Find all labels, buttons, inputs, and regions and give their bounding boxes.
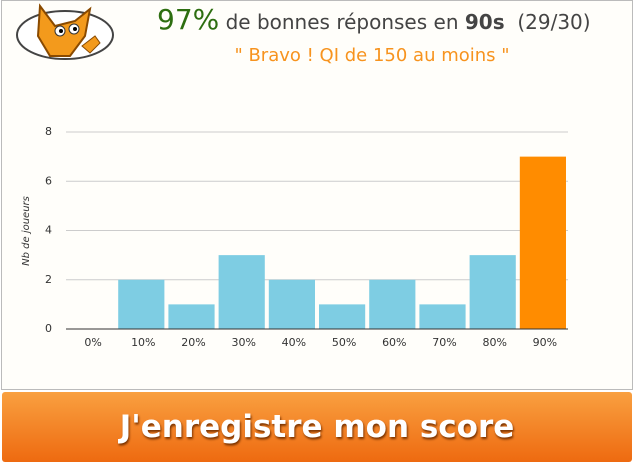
bar [218, 255, 265, 329]
bar [369, 279, 416, 329]
score: 97% [157, 3, 220, 36]
score-line: 97% de bonnes réponses en 90s (29/30) [157, 3, 591, 36]
bar [469, 255, 516, 329]
mascot [16, 3, 114, 60]
x-tick-label: 30% [231, 336, 255, 349]
save-score-button[interactable]: J'enregistre mon score [2, 392, 632, 462]
x-tick-label: 10% [131, 336, 155, 349]
x-tick-label: 70% [432, 336, 456, 349]
x-tick-label: 80% [482, 336, 506, 349]
score-text: de bonnes réponses en [225, 10, 459, 34]
comment: " Bravo ! QI de 150 au moins " [234, 45, 510, 66]
result-panel: 97% de bonnes réponses en 90s (29/30) " … [1, 0, 633, 390]
x-tick-label: 20% [181, 336, 205, 349]
x-tick-label: 90% [533, 336, 557, 349]
x-tick-label: 40% [282, 336, 306, 349]
y-axis-label: Nb de joueurs [21, 196, 32, 266]
bar [319, 304, 366, 329]
y-tick-label: 2 [45, 273, 52, 286]
time: 90s [464, 10, 505, 34]
y-tick-label: 0 [45, 322, 52, 335]
bar [118, 279, 165, 329]
bar [268, 279, 315, 329]
bar [519, 156, 566, 329]
x-tick-label: 50% [332, 336, 356, 349]
bar [419, 304, 466, 329]
x-tick-label: 60% [382, 336, 406, 349]
bar [168, 304, 215, 329]
y-tick-label: 6 [45, 174, 52, 187]
y-tick-label: 4 [45, 224, 52, 237]
x-tick-label: 0% [84, 336, 101, 349]
count: (29/30) [517, 10, 591, 34]
y-tick-label: 8 [45, 125, 52, 138]
